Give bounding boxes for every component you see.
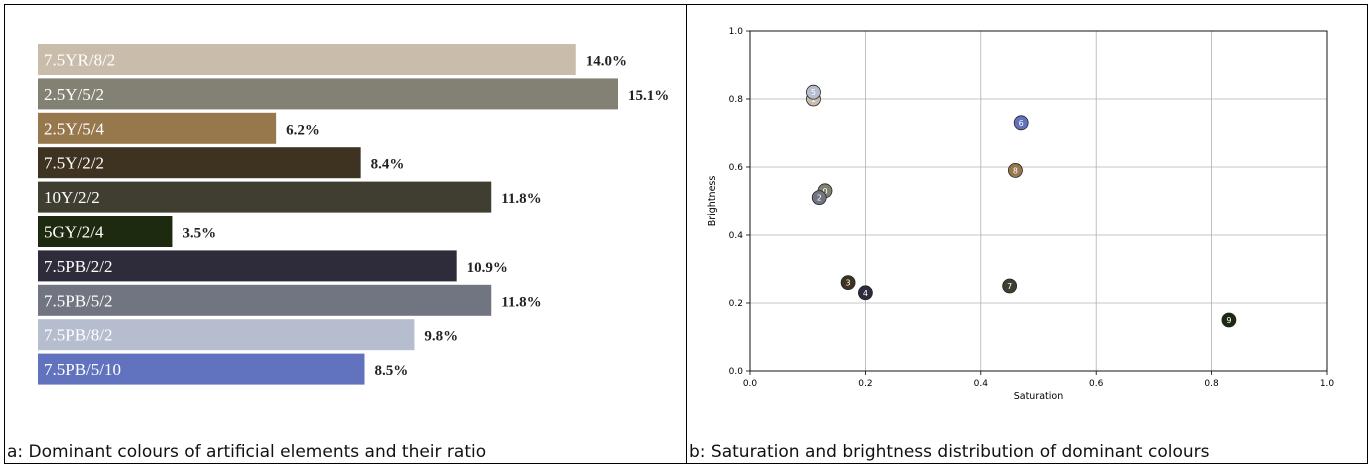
bar-10Y/2/2 xyxy=(38,181,492,213)
scatter-point-8 xyxy=(1008,162,1023,178)
bar-category-label: 5GY/2/4 xyxy=(44,223,104,242)
x-tick-label: 0.4 xyxy=(974,379,989,389)
y-tick-label: 0.0 xyxy=(729,367,744,377)
y-tick-label: 0.6 xyxy=(729,163,744,173)
bar-7.5Y/2/2 xyxy=(38,147,361,179)
y-tick-label: 0.8 xyxy=(729,95,744,105)
plot-frame xyxy=(749,30,1328,372)
bar-category-label: 7.5PB/2/2 xyxy=(44,257,113,276)
bar-value-label: 6.2% xyxy=(286,122,320,138)
bar-category-label: 7.5PB/8/2 xyxy=(44,326,113,345)
scatter-point-3 xyxy=(840,275,856,291)
bar-7.5PB/5/10 xyxy=(38,353,365,385)
scatter-point-label: 9 xyxy=(1226,316,1231,325)
bar-category-label: 7.5Y/2/2 xyxy=(44,154,104,173)
bar-2.5Y/5/2 xyxy=(38,78,618,110)
bar-value-label: 15.1% xyxy=(628,88,669,104)
bar-chart: 7.5YR/8/2 14.0% 2.5Y/5/2 15.1% 2.5Y/5/4 6.2% 7… xyxy=(38,44,669,385)
scatter-plot-panel: 0.0 0.2 0.4 0.6 0.8 1.0 0.0 0.2 0.4 0.6 0.8 1.0 Satu… xyxy=(687,4,1367,464)
bar-category-label: 2.5Y/5/2 xyxy=(44,85,104,104)
bar-7.5PB/8/2 xyxy=(38,319,415,351)
y-axis-label: Brightness xyxy=(707,176,718,227)
bar-value-label: 11.8% xyxy=(501,191,541,207)
scatter-point-label: 3 xyxy=(846,279,851,288)
x-tick-label: 0.6 xyxy=(1089,379,1104,389)
bar-2.5Y/5/4 xyxy=(38,112,277,144)
bar-chart-panel: 7.5YR/8/2 14.0% 2.5Y/5/2 15.1% 2.5Y/5/4 6.2% 7… xyxy=(5,4,685,464)
bar-value-label: 8.5% xyxy=(374,363,408,379)
bar-chart-caption: a: Dominant colours of artificial elemen… xyxy=(7,442,487,462)
scatter-point-6 xyxy=(1013,115,1029,131)
scatter-point-label: 5 xyxy=(811,88,816,97)
scatter-point-label: 0 xyxy=(822,187,827,196)
scatter-point-2 xyxy=(811,190,827,206)
y-tick-label: 0.2 xyxy=(729,299,743,309)
x-tick-label: 0.8 xyxy=(1204,379,1219,389)
scatter-point-label: 7 xyxy=(1007,282,1012,291)
bar-value-label: 14.0% xyxy=(586,54,627,70)
bar-value-label: 3.5% xyxy=(182,226,216,242)
scatter-plot-caption: b: Saturation and brightness distributio… xyxy=(689,442,1210,462)
scatter-point-label: 6 xyxy=(1019,119,1024,128)
scatter-point-label: 8 xyxy=(1013,166,1018,175)
bar-value-label: 10.9% xyxy=(467,260,508,276)
scatter-point-5 xyxy=(806,84,821,100)
x-tick-label: 0.2 xyxy=(858,379,872,389)
bar-value-label: 9.8% xyxy=(424,329,458,345)
bar-category-label: 10Y/2/2 xyxy=(44,188,100,207)
bar-value-label: 11.8% xyxy=(501,294,541,310)
scatter-point-4 xyxy=(857,285,873,301)
bar-category-label: 7.5PB/5/2 xyxy=(44,291,113,310)
bar-7.5PB/5/2 xyxy=(38,284,492,316)
bar-7.5PB/2/2 xyxy=(38,250,457,282)
y-tick-label: 0.4 xyxy=(729,231,744,241)
bar-7.5YR/8/2 xyxy=(38,44,576,75)
scatter-point-7 xyxy=(1002,278,1018,294)
scatter-point-label: 4 xyxy=(863,289,868,298)
x-tick-label: 0.0 xyxy=(743,379,758,389)
panel-divider xyxy=(686,4,687,464)
bar-category-label: 7.5YR/8/2 xyxy=(44,51,115,70)
scatter-point-label: 2 xyxy=(817,194,822,203)
bar-category-label: 2.5Y/5/4 xyxy=(44,119,104,138)
bar-5GY/2/4 xyxy=(38,216,173,247)
bar-value-label: 8.4% xyxy=(371,157,405,173)
x-tick-label: 1.0 xyxy=(1320,379,1335,389)
bar-category-label: 7.5PB/5/10 xyxy=(44,360,121,379)
y-tick-label: 1.0 xyxy=(729,27,744,37)
scatter-plot: 0.0 0.2 0.4 0.6 0.8 1.0 0.0 0.2 0.4 0.6 0.8 1.0 Satu… xyxy=(707,27,1335,402)
x-axis-label: Saturation xyxy=(1014,391,1064,402)
scatter-point-9 xyxy=(1221,312,1237,328)
